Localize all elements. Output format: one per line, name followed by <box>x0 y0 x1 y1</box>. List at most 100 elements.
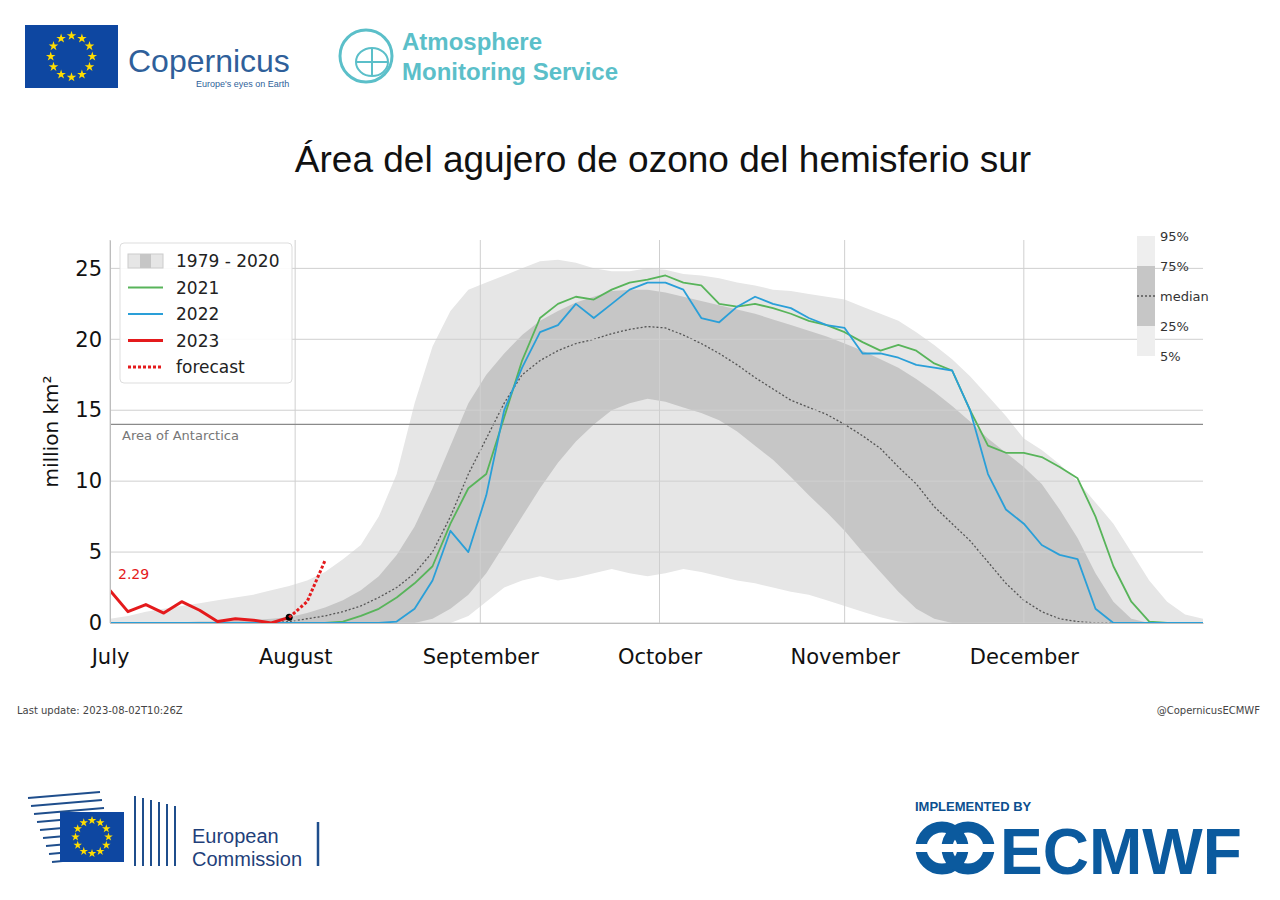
percentile-label: 75% <box>1160 259 1189 274</box>
x-tick-label: December <box>970 645 1079 669</box>
service-name: Monitoring Service <box>402 58 618 85</box>
x-tick-label: August <box>259 645 333 669</box>
flag-star <box>79 847 88 855</box>
commission-building <box>166 804 168 866</box>
percentile-legend: 95%75%median25%5% <box>1137 229 1209 364</box>
flag-star <box>71 833 80 841</box>
flag-star <box>73 841 82 849</box>
flag-star <box>77 33 87 42</box>
commission-name: Commission <box>192 848 302 870</box>
service-name: Atmosphere <box>402 28 542 55</box>
eu-flag <box>25 25 118 88</box>
annotation: 2.29 <box>118 566 149 582</box>
commission-building <box>142 798 144 866</box>
y-axis-line <box>110 241 111 624</box>
copernicus-logo: Copernicus <box>128 43 290 79</box>
grid-line-y <box>110 410 1203 411</box>
flag-field <box>25 25 118 88</box>
grid-line-x <box>480 240 481 623</box>
legend-label: 2022 <box>176 304 219 324</box>
commission-name: European <box>192 825 279 847</box>
page: CopernicusEurope's eyes on Earth Atmosphe… <box>0 0 1280 900</box>
percentile-swatch <box>1137 266 1155 326</box>
chart-title: Área del agujero de ozono del hemisferio… <box>295 139 1031 180</box>
flag-star <box>56 33 66 42</box>
flag-star <box>102 841 111 849</box>
y-tick-label: 0 <box>89 611 102 635</box>
percentile-label: median <box>1160 289 1209 304</box>
flag-star <box>67 72 77 81</box>
background <box>0 0 1280 900</box>
implemented-by: IMPLEMENTED BY <box>915 799 1032 814</box>
legend-label: 1979 - 2020 <box>176 251 279 271</box>
commission-building <box>134 796 136 866</box>
flag-star <box>67 31 77 40</box>
cams-ring <box>340 30 392 82</box>
legend-swatch <box>128 287 163 289</box>
reference-lines: Area of Antarctica <box>110 424 1203 443</box>
percentile-label: 95% <box>1160 229 1189 244</box>
legend-swatch <box>140 254 151 268</box>
x-tick-label: September <box>423 645 539 669</box>
y-tick-label: 15 <box>75 398 102 422</box>
reference-label: Area of Antarctica <box>122 428 239 443</box>
flag-star <box>79 818 88 826</box>
commission-building <box>28 792 100 798</box>
ecmwf-icon-cut <box>912 844 996 852</box>
y-tick-label: 25 <box>75 257 102 281</box>
flag-star <box>49 62 59 71</box>
chart: Area of Antarctica July August September Oct… <box>39 229 1209 669</box>
percentile-swatch <box>1137 236 1155 266</box>
y-axis-title: million km² <box>39 375 63 487</box>
flag-star <box>77 69 87 78</box>
footer: Last update: 2023-08-02T10:26Z @Copernicu… <box>17 705 1260 888</box>
y-tick: 0 <box>89 611 110 635</box>
flag-star <box>56 69 66 78</box>
legend-swatch <box>128 366 163 369</box>
flag-star <box>88 51 98 60</box>
commission-building <box>150 800 152 866</box>
flag-star <box>96 847 105 855</box>
grid-line-y <box>110 552 1203 553</box>
y-tick: 20 <box>75 328 110 352</box>
x-axis-line <box>111 623 1204 624</box>
percentile-swatch <box>1137 326 1155 356</box>
flag-star <box>104 833 113 841</box>
flag-star <box>102 824 111 832</box>
copernicus-tagline: Europe's eyes on Earth <box>196 79 289 89</box>
flag-star <box>46 51 56 60</box>
legend-box <box>120 243 292 383</box>
commission-flag <box>60 812 124 862</box>
y-tick-label: 5 <box>89 540 102 564</box>
ecmwf-logo: IMPLEMENTED BYECMWF <box>912 799 1242 888</box>
legend-label: 2021 <box>176 278 219 298</box>
x-tick: November <box>791 623 901 669</box>
x-tick-label: November <box>791 645 901 669</box>
grid-line-x <box>844 240 845 623</box>
cams-globe <box>356 48 388 76</box>
series-line <box>110 591 289 623</box>
commission-building <box>31 800 102 806</box>
commission-bar <box>317 822 320 866</box>
y-tick: 15 <box>75 398 110 422</box>
legend: 1979 - 2020202120222023forecast <box>120 243 292 383</box>
x-tick-label: July <box>90 645 130 669</box>
cams-icon <box>340 30 392 82</box>
grid-line-x <box>1023 240 1024 623</box>
legend-swatch <box>128 339 163 342</box>
grid <box>110 240 1203 623</box>
flag-star <box>85 62 95 71</box>
x-axis: July August September October November Decemb… <box>90 623 1204 669</box>
grid-line-x <box>110 240 111 623</box>
legend-swatch <box>128 254 163 268</box>
grid-line-x <box>659 240 660 623</box>
x-tick: October <box>618 623 702 669</box>
flag-star <box>85 41 95 50</box>
commission-building <box>158 802 160 866</box>
series-line <box>289 561 325 618</box>
x-tick-label: October <box>618 645 702 669</box>
flag-star <box>73 824 82 832</box>
last-update: Last update: 2023-08-02T10:26Z <box>17 705 183 716</box>
flag-field <box>60 812 124 862</box>
credit: @CopernicusECMWF <box>1157 705 1261 716</box>
